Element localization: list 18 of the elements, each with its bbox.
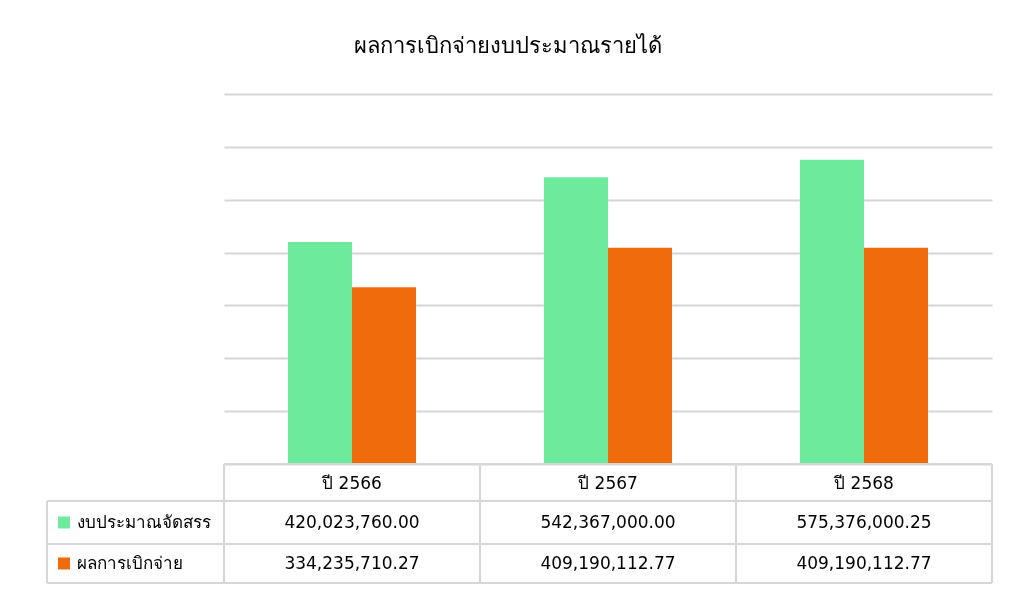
bar — [352, 287, 416, 464]
bar — [800, 159, 864, 464]
bar — [864, 247, 928, 464]
data-label: 420,023,760.00 — [284, 511, 420, 532]
chart-title: ผลการเบิกจ่ายงบประมาณรายได้ — [354, 33, 662, 58]
x-tick-label: ปี 2568 — [833, 472, 894, 493]
data-label: 334,235,710.27 — [284, 552, 420, 573]
x-tick-label: ปี 2566 — [321, 472, 382, 493]
bar — [288, 241, 352, 464]
x-tick-label: ปี 2567 — [577, 472, 638, 493]
bar — [608, 247, 672, 464]
data-label: 409,190,112.77 — [796, 552, 932, 573]
data-label: 542,367,000.00 — [540, 511, 676, 532]
legend-label: งบประมาณจัดสรร — [77, 511, 211, 532]
legend-label: ผลการเบิกจ่าย — [77, 552, 183, 573]
data-label: 575,376,000.25 — [796, 511, 932, 532]
bar — [544, 177, 608, 464]
data-label: 409,190,112.77 — [540, 552, 676, 573]
